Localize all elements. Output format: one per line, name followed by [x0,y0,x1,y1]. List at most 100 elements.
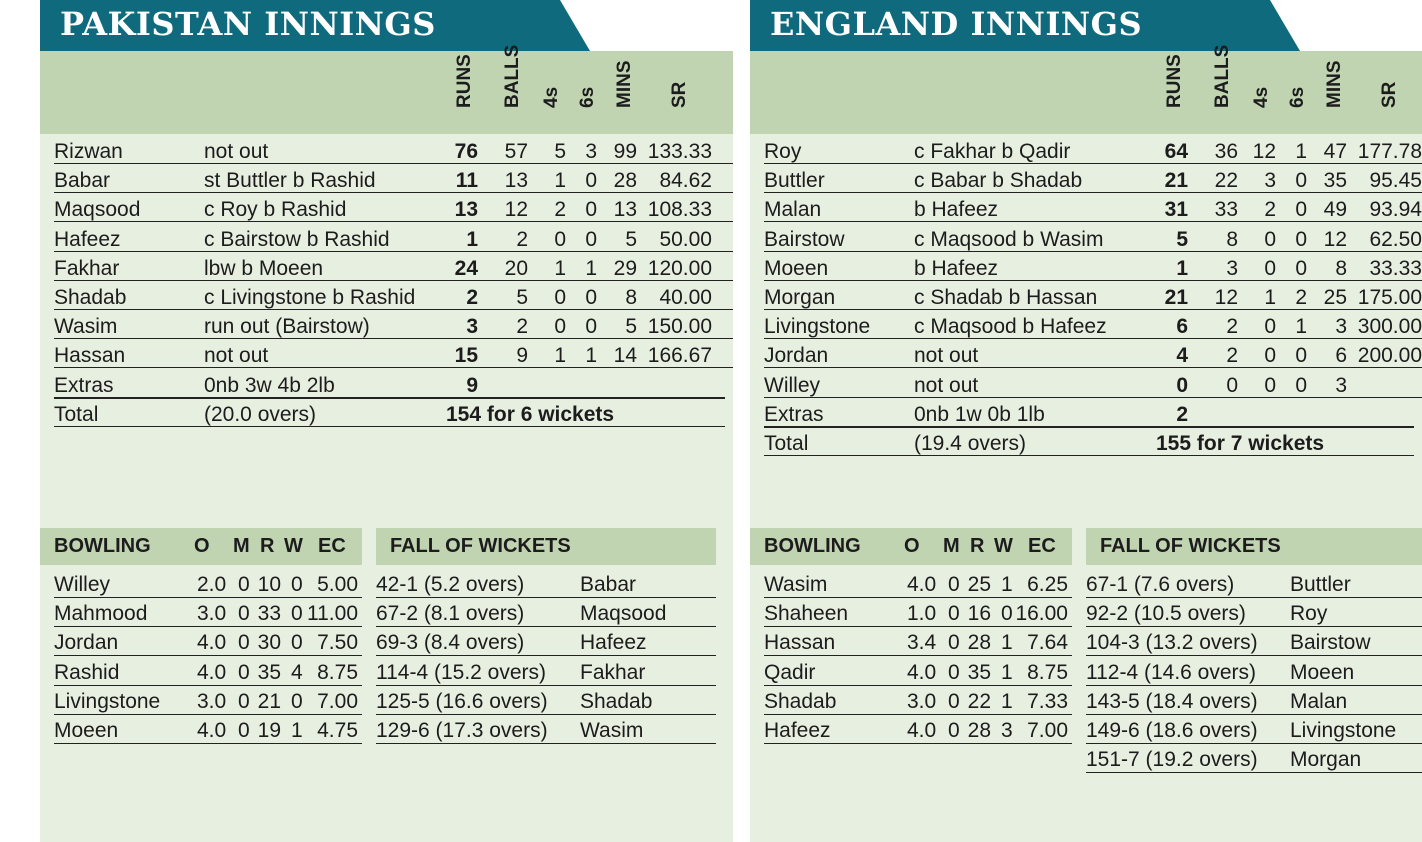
row-divider [1086,597,1422,598]
dismissal: c Roy b Rashid [204,198,347,222]
balls: 0 [1226,373,1238,397]
economy: 8.75 [317,660,358,684]
row-divider [764,684,1072,686]
economy: 7.50 [317,631,358,655]
bowling-row: Livingstone 3.0 0 21 0 7.00 [54,687,362,716]
column-header: MINS [613,50,637,130]
column-header-label: BALLS [1212,44,1233,108]
bowler-name: Mahmood [54,602,148,626]
dismissed-batter: Malan [1290,689,1348,713]
balls: 22 [1214,169,1238,193]
column-header: RUNS [1163,50,1187,130]
bowler-name: Willey [54,573,110,596]
wicket-score: 149-6 (18.6 overs) [1086,719,1258,742]
balls: 12 [1214,286,1238,309]
maidens: 0 [948,660,960,684]
bowling-header: BOWLING O M R W EC [750,528,1072,565]
balls: 57 [504,140,528,163]
sixes: 0 [585,315,597,339]
economy: 5.00 [317,573,358,596]
row-divider [376,655,716,657]
batter-name: Maqsood [54,198,141,222]
balls: 36 [1214,140,1238,163]
bowling-row: Moeen 4.0 0 19 1 4.75 [54,716,362,745]
dismissal: c Maqsood b Hafeez [914,315,1107,339]
fall-of-wicket-row: 104-3 (13.2 overs) Bairstow [1086,628,1422,657]
batting-row: Morgan c Shadab b Hassan 21 12 1 2 25 175.00 [764,283,1422,312]
minutes: 14 [613,344,637,368]
runs-conceded: 35 [967,660,991,684]
batting-row: Hassan not out 15 9 1 1 14 166.67 [54,341,733,370]
minutes: 3 [1335,315,1347,339]
runs: 1 [466,227,478,251]
row-divider [764,455,1414,456]
fall-of-wicket-row: 112-4 (14.6 overs) Moeen [1086,658,1422,687]
row-divider [764,250,1422,252]
economy: 7.33 [1027,689,1068,713]
row-divider [54,655,362,657]
dismissal: not out [914,373,979,397]
overs: 1.0 [907,602,937,626]
overs: 4.0 [907,573,937,596]
sixes: 2 [1295,286,1307,309]
strike-rate: 108.33 [647,198,712,222]
overs: 3.0 [197,689,227,713]
minutes: 6 [1335,344,1347,368]
row-divider [1086,626,1422,628]
column-header: MINS [1323,50,1347,130]
fall-of-wicket-row: 114-4 (15.2 overs) Fakhar [376,658,716,687]
row-divider [54,713,362,715]
row-divider [1086,684,1422,686]
bowling-title: BOWLING [54,535,151,557]
row-divider [54,279,733,281]
dismissal: c Fakhar b Qadir [914,140,1071,163]
fall-of-wicket-row: 67-2 (8.1 overs) Maqsood [376,599,716,628]
row-divider [376,597,716,598]
row-divider [764,713,1072,715]
strike-rate: 33.33 [1369,256,1422,280]
bowler-name: Rashid [54,660,120,684]
economy: 7.00 [1027,719,1068,742]
bowler-name: Moeen [54,719,119,742]
dismissed-batter: Shadab [580,689,653,713]
runs: 21 [1164,286,1188,309]
fall-of-wicket-row: 67-1 (7.6 overs) Buttler [1086,570,1422,599]
strike-rate: 93.94 [1369,198,1422,222]
batting-row: Jordan not out 4 2 0 0 6 200.00 [764,341,1422,370]
batter-name: Willey [764,373,820,397]
dismissed-batter: Babar [580,573,637,596]
england-innings-panel: ENGLAND INNINGS RUNS BALLS 4s 6s MINS SR Roy c F… [750,0,1422,842]
economy-heading: EC [1028,535,1056,557]
runs: 21 [1164,169,1188,193]
wickets: 0 [291,602,303,626]
economy: 8.75 [1027,660,1068,684]
batting-row: Bairstow c Maqsood b Wasim 5 8 0 0 12 62.50 [764,225,1422,254]
minutes: 5 [625,227,637,251]
overs: 4.0 [197,719,227,742]
row-divider [764,597,1072,598]
runs-conceded: 28 [967,631,991,655]
runs-heading: R [260,535,275,557]
pakistan-innings-panel: PAKISTAN INNINGS RUNS BALLS 4s 6s MINS SR Rizwa… [40,0,733,842]
innings-banner: ENGLAND INNINGS [750,0,1300,51]
row-divider [764,163,1422,164]
batting-row: Rizwan not out 76 57 5 3 99 133.33 [54,137,733,166]
balls: 2 [1226,344,1238,368]
dismissal: c Shadab b Hassan [914,286,1098,309]
minutes: 35 [1323,169,1347,193]
sixes: 1 [585,344,597,368]
fall-of-wicket-row: 149-6 (18.6 overs) Livingstone [1086,716,1422,745]
economy: 7.00 [317,689,358,713]
sixes: 1 [1295,315,1307,339]
bowling-title: BOWLING [764,535,861,557]
wickets: 3 [1001,719,1013,742]
economy: 4.75 [317,719,358,742]
wicket-score: 143-5 (18.4 overs) [1086,689,1258,713]
overs: 3.4 [907,631,937,655]
column-header: BALLS [1211,45,1235,130]
fours: 1 [1264,286,1276,309]
row-divider [764,655,1072,657]
runs-conceded: 35 [257,660,281,684]
bowling-row: Qadir 4.0 0 35 1 8.75 [764,658,1072,687]
fall-of-wickets-header: FALL OF WICKETS [376,528,716,565]
